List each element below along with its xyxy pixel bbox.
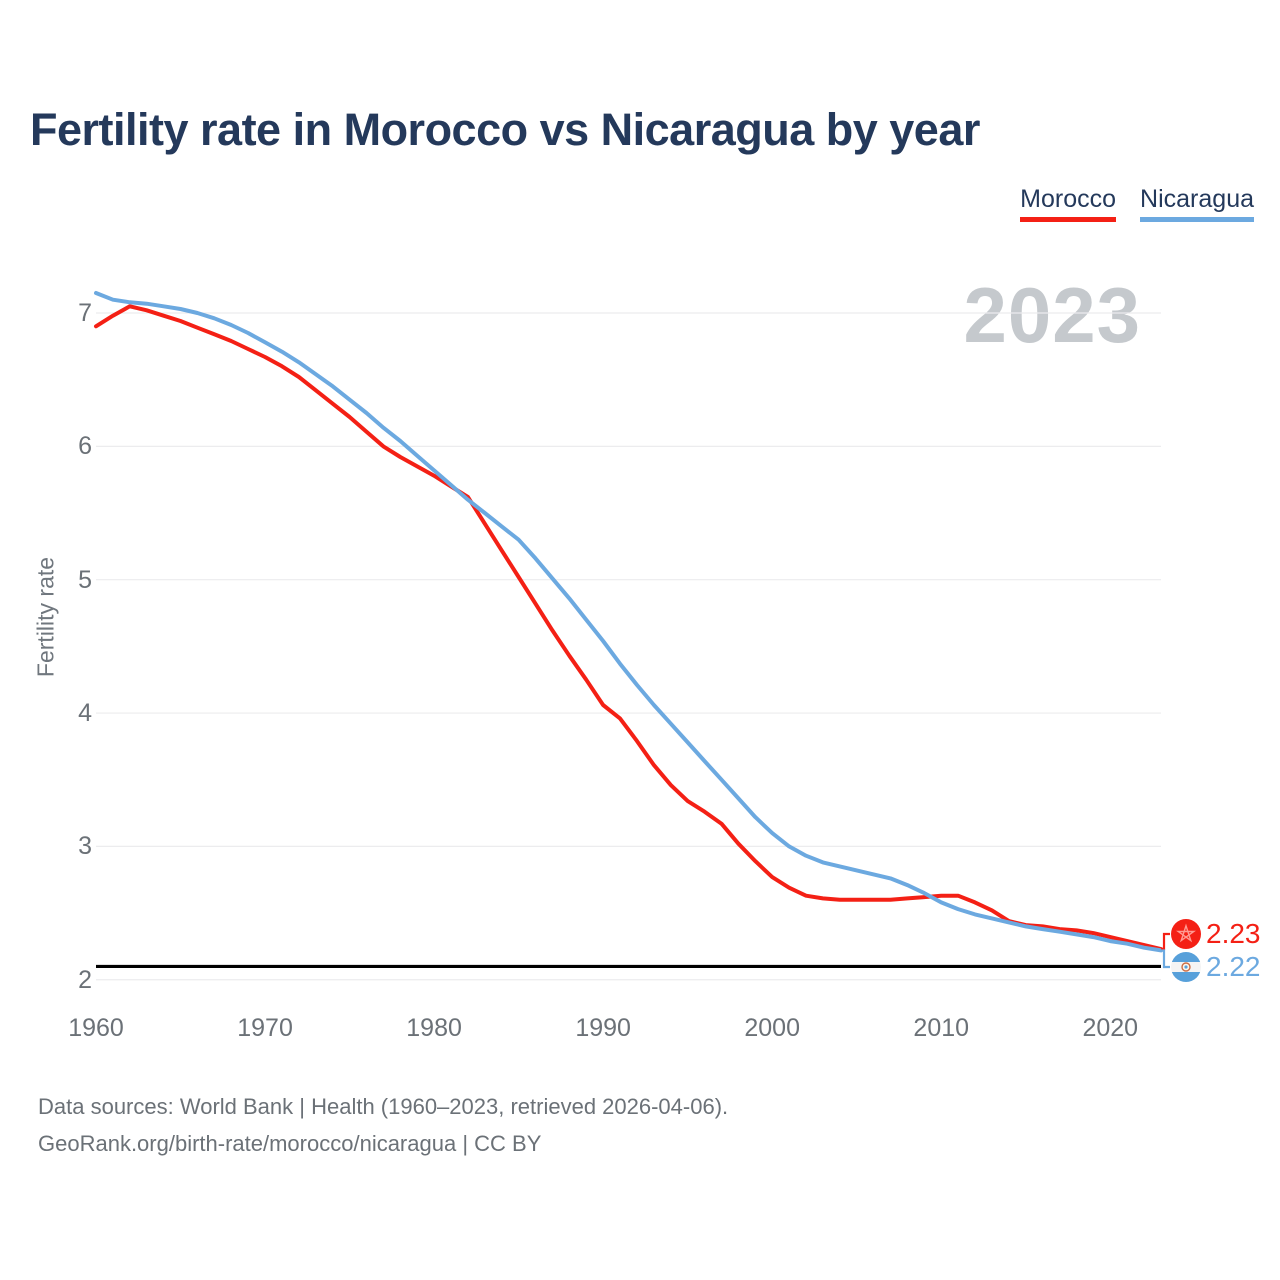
page-title: Fertility rate in Morocco vs Nicaragua b… [30,104,980,155]
y-tick-label: 4 [78,699,92,728]
gridlines [96,312,1161,981]
nicaragua-flag-icon [1171,952,1201,982]
legend-item-morocco[interactable]: Morocco [1020,186,1117,223]
footer-sources-line: Data sources: World Bank | Health (1960–… [38,1094,729,1119]
x-tick-label: 1990 [575,1014,631,1042]
series-line-morocco [94,304,1163,952]
legend-item-nicaragua[interactable]: Nicaragua [1140,186,1254,223]
morocco-end-connector [1161,932,1170,951]
year-watermark: 2023 [963,271,1141,359]
morocco-end-value: 2.23 [1206,918,1261,949]
legend: Morocco Nicaragua [1020,186,1254,223]
x-tick-label: 2020 [1082,1014,1139,1042]
y-tick-label: 2 [78,965,92,994]
y-tick-label: 7 [78,299,92,327]
series-lines [94,291,1163,953]
nicaragua-end-connector [1161,949,1170,969]
x-tick-label: 1970 [237,1014,293,1042]
y-tick-label: 6 [78,432,92,461]
morocco-flag-icon [1171,919,1201,949]
x-tick-label: 2000 [744,1014,800,1042]
footer-attribution-line: GeoRank.org/birth-rate/morocco/nicaragua… [38,1131,542,1156]
x-tick-label: 1980 [406,1014,462,1042]
x-tick-label: 2010 [913,1014,970,1042]
x-tick-label: 1960 [68,1014,124,1042]
y-tick-label: 5 [78,565,92,594]
footer: Data sources: World Bank | Health (1960–… [38,1088,728,1162]
nicaragua-end-value: 2.22 [1206,951,1261,982]
series-line-nicaragua [94,291,1163,953]
y-tick-label: 3 [78,832,92,861]
